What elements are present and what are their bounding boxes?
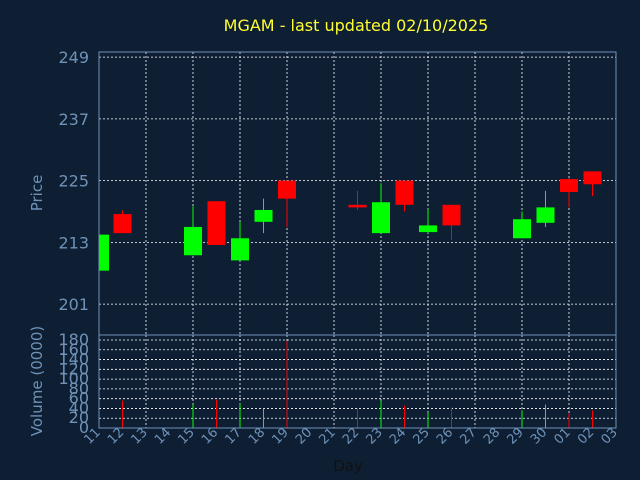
x-tick-label: 16 <box>199 425 221 447</box>
price-axis-label: Price <box>28 175 46 212</box>
price-y-tick-label: 249 <box>58 48 89 67</box>
x-tick-label: 28 <box>481 425 503 447</box>
volume-y-tick-label: 40 <box>69 398 89 417</box>
x-tick-label: 01 <box>552 425 574 447</box>
volume-y-tick-label: 160 <box>58 340 89 359</box>
x-tick-label: 24 <box>387 425 409 447</box>
x-tick-label: 30 <box>528 425 550 447</box>
candle-body <box>560 179 578 192</box>
candle-body <box>278 180 296 199</box>
volume-bars <box>122 340 593 428</box>
chart-title: MGAM - last updated 02/10/2025 <box>224 16 489 35</box>
volume-axis-label: Volume (0000) <box>28 326 46 436</box>
volume-y-tick-label: 120 <box>58 359 89 378</box>
price-candles <box>99 171 602 271</box>
candle-body <box>442 204 461 226</box>
candle-body <box>207 201 226 245</box>
x-tick-label: 25 <box>411 425 433 447</box>
price-panel: 201 213 225 237 249 Price <box>28 48 617 336</box>
price-y-tick-label: 201 <box>58 295 89 314</box>
x-tick-label: 14 <box>152 425 174 447</box>
x-tick-label: 23 <box>364 425 386 447</box>
x-axis-label: Day <box>333 457 363 475</box>
candle-body <box>395 180 414 205</box>
volume-frame <box>98 334 617 429</box>
price-y-ticks: 201 213 225 237 249 <box>58 48 89 314</box>
x-tick-label: 12 <box>105 425 127 447</box>
candle-body <box>536 207 555 223</box>
candle-body <box>583 171 602 185</box>
candle-body <box>348 204 367 208</box>
volume-y-tick-label: 0 <box>79 418 89 437</box>
volume-y-tick-label: 20 <box>69 408 89 427</box>
x-tick-label: 20 <box>293 425 315 447</box>
volume-y-tick-label: 100 <box>58 369 89 388</box>
candle-body <box>184 226 202 256</box>
x-tick-label: 17 <box>223 425 245 447</box>
volume-y-tick-label: 60 <box>69 389 89 408</box>
volume-y-tick-label: 80 <box>69 379 89 398</box>
x-tick-label: 21 <box>317 425 339 447</box>
x-tick-label: 22 <box>340 425 362 447</box>
x-tick-label: 02 <box>575 425 597 447</box>
x-ticks: 11 12 13 14 15 16 17 18 19 20 21 22 23 24 25 26 27 28 29 30… <box>82 425 621 447</box>
candle-body <box>99 234 109 271</box>
volume-y-tick-label: 140 <box>58 350 89 369</box>
x-tick-label: 15 <box>176 425 198 447</box>
x-tick-label: 03 <box>599 425 621 447</box>
x-tick-label: 26 <box>434 425 456 447</box>
price-y-tick-label: 225 <box>58 172 89 191</box>
candle-body <box>513 219 531 239</box>
x-tick-label: 29 <box>505 425 527 447</box>
candle-body <box>113 214 132 234</box>
candle-body <box>419 225 437 233</box>
price-y-tick-label: 213 <box>58 233 89 252</box>
x-tick-label: 27 <box>458 425 480 447</box>
candle-body <box>231 238 249 261</box>
x-tick-label: 19 <box>270 425 292 447</box>
volume-y-tick-label: 180 <box>58 330 89 349</box>
candle-body <box>372 202 390 234</box>
candle-body <box>254 209 273 222</box>
price-y-tick-label: 237 <box>58 110 89 129</box>
x-tick-label: 13 <box>129 425 151 447</box>
x-tick-label: 18 <box>246 425 268 447</box>
